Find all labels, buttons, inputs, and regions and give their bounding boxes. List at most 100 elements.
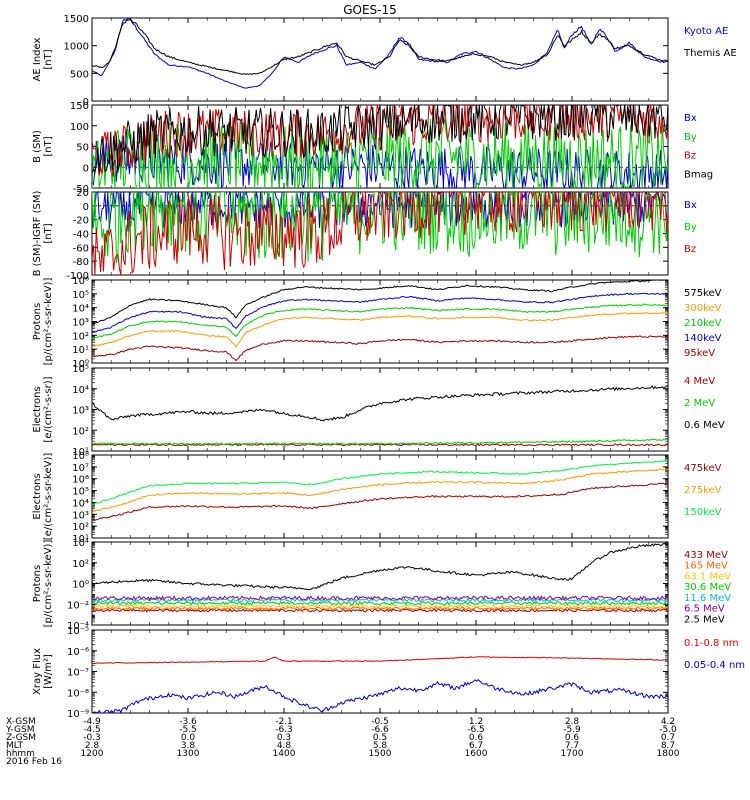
y-tick-label: 10⁸ [72,451,89,462]
y-tick-label: 10⁴ [72,385,89,396]
y-axis-label-line: [nT] [43,223,54,243]
y-tick-label: 10⁻² [67,600,89,611]
y-tick-label: 10¹ [72,447,89,458]
legend-label: 11.6 MeV [684,593,731,604]
y-tick-label: 20 [76,188,89,199]
x-axis-value: 3.8 [181,741,196,751]
panel-xray: 10⁻⁹ 10⁻⁸ 10⁻⁷ 10⁻⁶ 10⁻⁵ Xray Flux[W/m²] 0.1-0… [32,626,745,720]
x-axis-row-label: hhmm [6,749,35,759]
legend-label: 575keV [684,288,722,299]
y-axis-label: Xray Flux[W/m²] [32,648,54,695]
y-tick-label: 10² [72,522,89,533]
y-tick-label: 10⁴ [72,304,89,315]
x-axis-value: 1300 [177,749,200,759]
legend-label: By [684,132,697,143]
y-tick-label: 0 [83,163,89,174]
legend-label: 210keV [684,318,722,329]
legend-label: 2.5 MeV [684,614,725,625]
x-axis-value: 6.7 [469,741,483,751]
x-axis-value: -6.3 [275,725,293,735]
x-axis-value: -5.0 [659,725,677,735]
series-group [92,459,668,521]
series-group [92,18,668,89]
x-axis-value: 1800 [657,749,680,759]
legend-label: Bx [684,113,697,124]
x-axis-value: 2.8 [85,741,100,751]
y-tick-label: 500 [70,69,89,80]
legend-label: Bz [684,244,696,255]
x-axis-value: -5.5 [179,725,197,735]
y-axis-label: AE Index[nT] [32,37,54,81]
y-tick-label: 10⁴ [72,498,89,509]
y-axis-label-line: [e/(cm²-s-sr-keV)] [43,453,54,541]
series-line-140kev [92,292,668,333]
y-axis-label: Protons[p/(cm²-s-sr-keV)] [32,278,54,366]
series-line-bz [92,105,668,177]
y-axis-label-line: Electrons [32,473,43,519]
legend-label: Bmag [684,169,713,180]
x-axis-row-label: X-GSM [6,717,36,727]
y-tick-label: 50 [76,143,89,154]
y-tick-label: 10⁷ [72,463,89,474]
panel-frame [91,367,669,452]
legend-label: 150keV [684,507,722,518]
series-line-150kev [92,459,668,506]
series-line-30-6-mev [92,600,668,606]
y-tick-label: -100 [66,271,89,282]
y-axis-label-line: [e/(cm²-s-sr)] [43,376,54,442]
panel-electrons_mev: 10¹ 10² 10³ 10⁴ 10⁵ Electrons[e/(cm²-s-sr)] 4 … [32,364,725,458]
x-axis-value: 1400 [273,749,296,759]
series-line-0-05-0-4-nm [92,679,668,713]
y-axis-label-line: Xray Flux [32,648,43,695]
x-axis-value: -6.5 [467,725,485,735]
y-axis-label-line: [nT] [43,49,54,69]
figure-title: GOES-15 [343,3,397,17]
series-line-bz [92,192,668,275]
y-axis-label-line: B (SM) [32,130,43,163]
y-axis-label-line: [nT] [43,136,54,156]
series-group [92,542,668,613]
y-axis-label-line: [W/m²] [43,654,54,689]
y-tick-label: 10³ [72,318,89,329]
series-line-210kev [92,303,668,339]
panel-ae: 0 500 1000 1500 AE Index[nT] Kyoto AE Themis A… [32,14,737,108]
legend-label: 433 MeV [684,550,728,561]
y-axis-label-line: AE Index [32,37,43,81]
y-axis-label: Electrons[e/(cm²-s-sr-keV)] [32,453,54,541]
legend-label: 475keV [684,463,722,474]
series-line-2-mev [92,438,668,446]
legend-label: 0.05-0.4 nm [684,660,745,671]
legend-label: 6.5 MeV [684,604,725,615]
y-tick-label: 10⁵ [72,290,89,301]
y-tick-label: 10⁴ [72,538,89,549]
panel-protons_mev: 10⁻⁴ 10⁻² 10⁰ 10² 10⁴ Protons[p/(cm²-s-sr-keV… [32,538,731,632]
series-line-275kev [92,468,668,514]
series-line-475kev [92,482,668,521]
y-tick-label: 150 [70,101,89,112]
x-axis-value: -3.6 [179,717,197,727]
x-axis-value: -5.9 [563,725,581,735]
panel-bsm: -50 0 50 100 150 B (SM)[nT] Bx By Bz Bmag [32,101,713,195]
x-axis-value: 4.2 [661,717,675,727]
x-axis-value: -6.6 [371,725,389,735]
x-axis-row-label: Z-GSM [6,733,36,743]
x-axis-value: 1500 [369,749,392,759]
y-tick-label: 0 [83,97,89,108]
legend-label: 275keV [684,485,722,496]
x-axis-value: 4.8 [277,741,292,751]
x-axis-value: 1700 [561,749,584,759]
series-line-575kev [92,280,668,325]
x-axis-value: 0.3 [277,733,291,743]
x-axis-date: 2016 Feb 16 [6,757,62,767]
x-axis-value: 0.6 [565,733,580,743]
y-tick-label: 10⁵ [72,487,89,498]
x-axis-value: 1200 [81,749,104,759]
y-tick-label: -60 [73,243,89,254]
series-line-0-6-mev [92,385,668,422]
y-axis-label-line: Protons [32,303,43,340]
y-tick-label: 10⁻⁷ [67,668,89,679]
x-axis-value: -2.1 [275,717,293,727]
y-tick-label: 10⁻⁶ [67,647,89,658]
